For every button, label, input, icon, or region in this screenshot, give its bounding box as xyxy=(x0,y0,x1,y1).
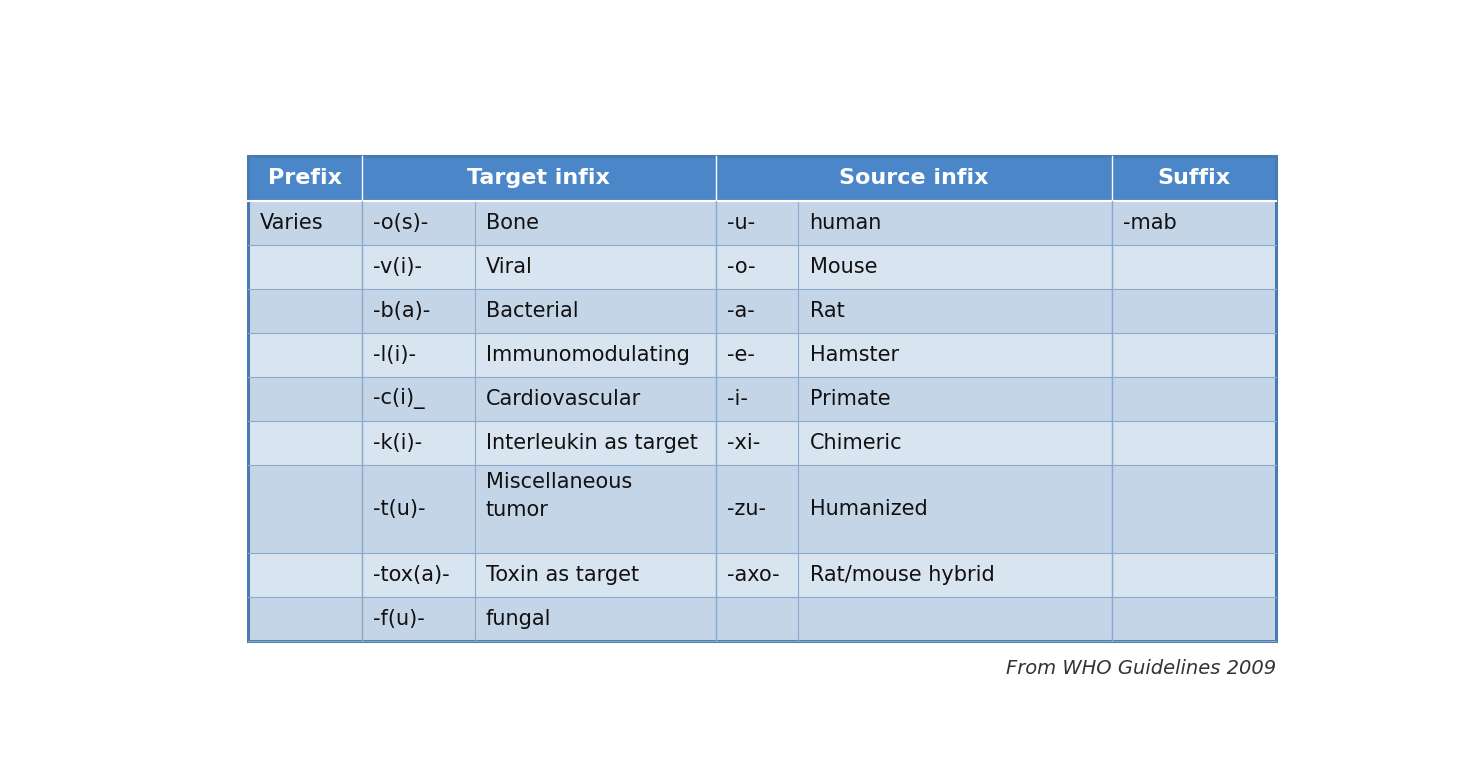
Text: -b(a)-: -b(a)- xyxy=(373,301,430,321)
Text: Primate: Primate xyxy=(810,388,890,409)
Bar xyxy=(249,201,1276,245)
Text: Rat: Rat xyxy=(810,301,845,321)
Bar xyxy=(249,421,1276,465)
Text: -a-: -a- xyxy=(728,301,756,321)
Text: Bacterial: Bacterial xyxy=(485,301,579,321)
Bar xyxy=(249,465,1276,552)
Text: Miscellaneous
tumor: Miscellaneous tumor xyxy=(485,472,632,520)
Text: -v(i)-: -v(i)- xyxy=(373,257,423,277)
Bar xyxy=(249,597,1276,641)
Text: -tox(a)-: -tox(a)- xyxy=(373,565,449,585)
Text: -k(i)-: -k(i)- xyxy=(373,433,423,453)
Bar xyxy=(249,156,1276,641)
Text: -o(s)-: -o(s)- xyxy=(373,213,428,233)
Text: Immunomodulating: Immunomodulating xyxy=(485,345,690,365)
Text: From WHO Guidelines 2009: From WHO Guidelines 2009 xyxy=(1006,660,1276,678)
Text: Mouse: Mouse xyxy=(810,257,877,277)
Text: -axo-: -axo- xyxy=(728,565,781,585)
Bar xyxy=(249,333,1276,377)
Text: -f(u)-: -f(u)- xyxy=(373,608,424,629)
Text: Varies: Varies xyxy=(260,213,323,233)
Text: -e-: -e- xyxy=(728,345,756,365)
Text: -l(i)-: -l(i)- xyxy=(373,345,415,365)
Text: Rat/mouse hybrid: Rat/mouse hybrid xyxy=(810,565,994,585)
Text: Prefix: Prefix xyxy=(268,169,342,189)
Text: Humanized: Humanized xyxy=(810,499,927,519)
Bar xyxy=(249,552,1276,597)
Text: Interleukin as target: Interleukin as target xyxy=(485,433,697,453)
Text: -c(i)_: -c(i)_ xyxy=(373,388,424,409)
Bar xyxy=(249,156,1276,201)
Bar xyxy=(249,245,1276,289)
Text: human: human xyxy=(810,213,882,233)
Text: Hamster: Hamster xyxy=(810,345,899,365)
Bar xyxy=(249,289,1276,333)
Text: Chimeric: Chimeric xyxy=(810,433,902,453)
Bar xyxy=(249,377,1276,421)
Text: Source infix: Source infix xyxy=(839,169,988,189)
Text: -o-: -o- xyxy=(728,257,756,277)
Text: Toxin as target: Toxin as target xyxy=(485,565,639,585)
Text: Viral: Viral xyxy=(485,257,532,277)
Text: -t(u)-: -t(u)- xyxy=(373,499,425,519)
Text: -i-: -i- xyxy=(728,388,749,409)
Text: -xi-: -xi- xyxy=(728,433,760,453)
Text: Bone: Bone xyxy=(485,213,539,233)
Text: Cardiovascular: Cardiovascular xyxy=(485,388,642,409)
Text: -mab: -mab xyxy=(1123,213,1177,233)
Text: -zu-: -zu- xyxy=(728,499,766,519)
Text: -u-: -u- xyxy=(728,213,756,233)
Text: fungal: fungal xyxy=(485,608,551,629)
Text: Suffix: Suffix xyxy=(1158,169,1231,189)
Text: Target infix: Target infix xyxy=(468,169,610,189)
